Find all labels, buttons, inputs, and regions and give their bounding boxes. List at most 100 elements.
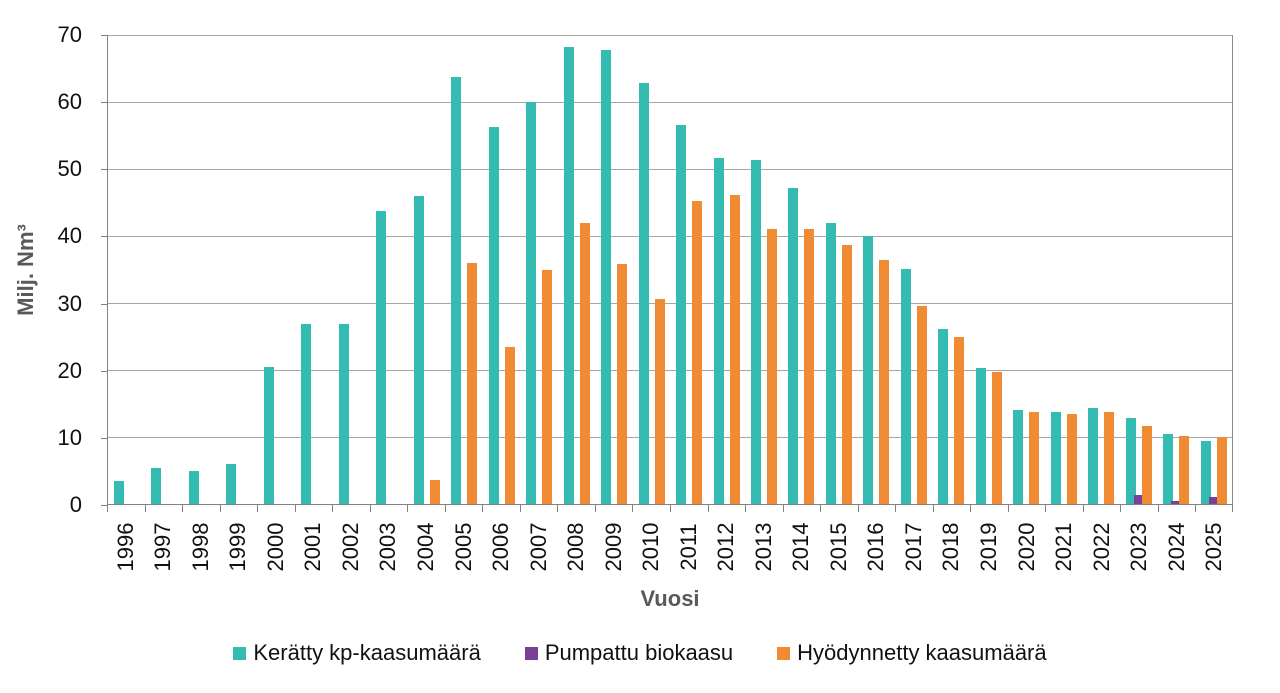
bar-group-2011 [670,35,707,504]
bar [1088,407,1099,504]
bar-group-2009 [595,35,632,504]
bar [1141,425,1152,504]
x-tick-label: 2001 [300,522,326,572]
x-tick-mark [970,505,972,512]
bar-group-2003 [370,35,407,504]
bar [1029,412,1040,504]
bar [579,222,590,504]
bar [788,187,799,504]
bar-group-2006 [483,35,520,504]
bar-group-2000 [258,35,295,504]
gridline [108,437,1232,438]
x-tick-mark [707,505,709,512]
x-tick-label-cell: 2005 [445,514,483,580]
x-tick-label: 2017 [900,522,926,572]
gridline [108,35,1232,36]
x-tick-mark [107,505,108,512]
x-tick-label: 2022 [1088,522,1114,572]
bar-group-2022 [1082,35,1119,504]
y-tick-label: 30 [57,290,82,316]
legend-item: Hyödynnetty kaasumäärä [777,640,1047,666]
x-tick-label: 2013 [750,522,776,572]
x-tick-label-cell: 2001 [295,514,333,580]
bar [429,479,440,504]
x-tick-label: 2003 [375,522,401,572]
x-tick-label: 2015 [825,522,851,572]
bar-group-2016 [857,35,894,504]
bar [729,195,740,504]
y-tick-mark [101,102,107,104]
x-tick-label-cell: 2008 [557,514,595,580]
bar [638,82,649,504]
bar [863,236,874,504]
x-tick-mark [1007,505,1009,512]
bar [938,329,949,504]
bar [188,470,199,504]
gridline [108,370,1232,371]
x-tick-label: 2021 [1051,522,1077,572]
bar [114,480,124,504]
x-tick-mark [895,505,897,512]
bar-group-2002 [333,35,370,504]
gridline [108,169,1232,170]
bar-group-2010 [633,35,670,504]
x-tick-mark [144,505,146,512]
bar [226,464,237,504]
bar [1125,418,1136,504]
bar-group-1997 [145,35,182,504]
legend-label: Kerätty kp-kaasumäärä [253,640,481,665]
x-tick-label-cell: 2007 [520,514,558,580]
y-axis-tick-marks [101,35,107,506]
x-tick-label-cell: 2003 [370,514,408,580]
x-tick-mark [594,505,596,512]
y-tick-mark [101,370,107,372]
bar-group-1999 [220,35,257,504]
x-tick-label: 2009 [600,522,626,572]
x-tick-label: 1997 [150,522,176,572]
x-tick-label-cell: 2023 [1120,514,1158,580]
bar-group-1998 [183,35,220,504]
bar-group-2008 [558,35,595,504]
bar [413,196,424,504]
x-tick-mark [1120,505,1122,512]
bar [1050,411,1061,504]
bar [654,298,665,504]
x-tick-mark [782,505,784,512]
x-tick-label-cell: 2010 [632,514,670,580]
x-tick-label-cell: 2012 [708,514,746,580]
bar [526,102,537,504]
bar [841,244,852,504]
bar [879,260,890,504]
legend-label: Pumpattu biokaasu [544,640,734,665]
y-tick-mark [101,303,107,305]
bar [954,336,965,504]
bar-group-2019 [970,35,1007,504]
x-tick-mark [857,505,859,512]
bar [1104,412,1115,504]
bar [804,229,815,504]
legend-swatch [524,646,538,660]
x-tick-label-cell: 2020 [1008,514,1046,580]
bar [451,76,462,504]
bar-group-2004 [408,35,445,504]
bar [488,127,499,504]
bar [1179,436,1190,504]
y-tick-label: 0 [69,492,82,517]
bar-group-2017 [895,35,932,504]
x-tick-label: 2000 [262,522,288,572]
bar-group-2013 [745,35,782,504]
x-tick-mark [407,505,409,512]
y-tick-label: 70 [57,22,82,47]
y-tick-mark [101,236,107,238]
bar [467,262,478,504]
bar [1171,500,1182,504]
y-tick-label: 60 [57,89,82,115]
x-tick-label: 2008 [563,522,589,572]
x-tick-label-cell: 2004 [407,514,445,580]
x-tick-mark [182,505,184,512]
y-tick-label: 50 [57,156,82,182]
bar-group-2021 [1045,35,1082,504]
x-tick-mark [632,505,634,512]
y-tick-mark [101,505,107,506]
